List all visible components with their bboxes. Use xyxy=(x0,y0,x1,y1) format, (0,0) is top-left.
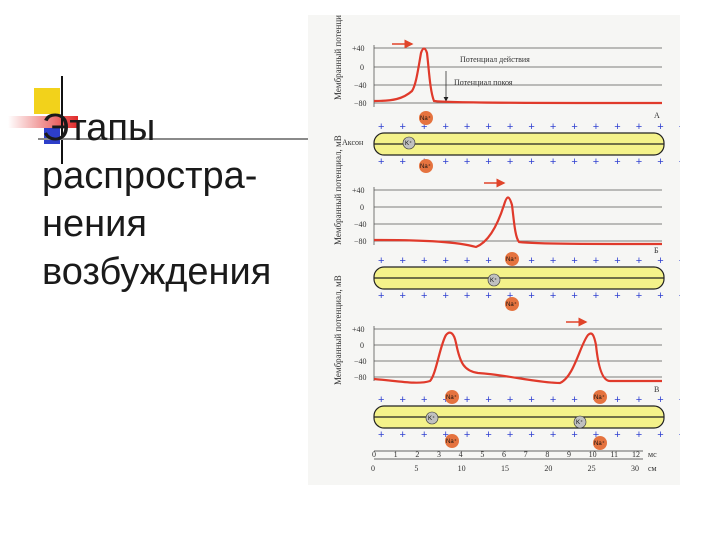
time-tick-label: 1 xyxy=(394,450,398,459)
tick-b-minus80: −80 xyxy=(354,237,367,246)
title-line-2: распростра- xyxy=(42,155,258,197)
tick-c-minus40: −40 xyxy=(354,357,367,366)
distance-tick-label: 20 xyxy=(544,464,552,473)
time-tick-label: 4 xyxy=(459,450,463,459)
distance-tick-label: 25 xyxy=(588,464,596,473)
svg-text:+ + + + + + + + + + + + + + +: + + + + + + + + + + + + + + + + + + + + … xyxy=(378,394,680,406)
bullet-line-horizontal xyxy=(38,138,310,140)
distance-unit: см xyxy=(648,464,657,473)
potential-curve-c xyxy=(373,331,662,385)
na-ion-c2-top xyxy=(593,390,607,404)
tick-c-0: 0 xyxy=(360,341,364,350)
k-ion-c2 xyxy=(573,415,587,429)
distance-tick-label: 15 xyxy=(501,464,509,473)
bottom-axes: 0 1 2 3 4 5 6 7 8 9 10 11 12 0 5 10 15 20 25 30 мс см xyxy=(371,450,657,473)
na-ion-b-bottom xyxy=(505,297,519,311)
y-axis-label-a: Мембранный потенциал, мВ xyxy=(333,15,343,100)
k-label-a: K⁺ xyxy=(405,140,412,147)
potential-curve-a xyxy=(373,47,663,105)
na-label-c2-bottom: Na⁺ xyxy=(594,440,605,447)
distance-tick-label: 10 xyxy=(458,464,466,473)
potential-curve-b xyxy=(373,196,663,249)
tick-b-0: 0 xyxy=(360,203,364,212)
k-ion-a xyxy=(402,136,416,150)
panel-letter-c: В xyxy=(654,385,659,394)
tick-c-minus80: −80 xyxy=(354,373,367,382)
tick-a-minus80: −80 xyxy=(354,99,367,108)
time-tick-label: 9 xyxy=(567,450,571,459)
time-tick-label: 3 xyxy=(437,450,441,459)
na-label-b-bottom: Na⁺ xyxy=(506,301,517,308)
time-tick-label: 2 xyxy=(415,450,419,459)
slide-title: Этапы распростра- нения возбуждения xyxy=(42,104,271,296)
na-ion-c1-bottom xyxy=(445,434,459,448)
time-tick-label: 7 xyxy=(524,450,528,459)
title-line-1: Этапы xyxy=(42,107,156,149)
na-label-a-top: Na⁺ xyxy=(420,115,431,122)
na-label-b-top: Na⁺ xyxy=(506,256,517,263)
figure-svg: Мембранный потенциал, мВ +40 0 −40 −80 П… xyxy=(333,0,720,473)
svg-text:+ + + + + + + + + + + + + + +: + + + + + + + + + + + + + + + + + + + + … xyxy=(378,290,680,302)
time-unit: мс xyxy=(648,450,657,459)
tick-a-plus40: +40 xyxy=(352,44,365,53)
na-label-a-bottom: Na⁺ xyxy=(420,163,431,170)
time-tick-label: 11 xyxy=(610,450,618,459)
legend-action-potential: Потенциал действия xyxy=(460,55,530,64)
chart-frame-c xyxy=(373,326,662,381)
tick-a-minus40: −40 xyxy=(354,81,367,90)
k-label-b: K⁺ xyxy=(490,277,497,284)
k-label-c1: K⁺ xyxy=(428,415,435,422)
y-axis-label-c: Мембранный потенциал, мВ xyxy=(333,275,343,385)
svg-text:+ + + + + + + + + + + + + + +: + + + + + + + + + + + + + + + + + + + + … xyxy=(378,121,680,133)
panel-letter-a: А xyxy=(654,111,660,120)
tick-b-minus40: −40 xyxy=(354,220,367,229)
panel-c: Мембранный потенциал, мВ +40 0 −40 −80 В… xyxy=(333,275,720,450)
na-ion-c2-bottom xyxy=(593,436,607,450)
bullet-bar-red xyxy=(8,116,78,128)
time-tick-label: 0 xyxy=(372,450,376,459)
time-tick-label: 8 xyxy=(545,450,549,459)
distance-tick-label: 0 xyxy=(371,464,375,473)
panel-a: Мембранный потенциал, мВ +40 0 −40 −80 П… xyxy=(333,0,720,173)
y-axis-label-b: Мембранный потенциал, мВ xyxy=(333,135,343,245)
time-tick-label: 5 xyxy=(480,450,484,459)
bullet-square-blue xyxy=(44,128,60,144)
time-tick-label: 12 xyxy=(632,450,640,459)
action-potential-figure: Мембранный потенциал, мВ +40 0 −40 −80 П… xyxy=(308,0,720,485)
title-line-4: возбуждения xyxy=(42,251,272,293)
na-ion-a-top xyxy=(419,111,433,125)
na-ion-a-bottom xyxy=(419,159,433,173)
svg-text:+ + + + + + + + + + + + + + +: + + + + + + + + + + + + + + + + + + + + … xyxy=(378,429,680,441)
chart-frame-b xyxy=(373,187,662,245)
tick-a-0: 0 xyxy=(360,63,364,72)
k-ion-b xyxy=(487,273,501,287)
na-label-c1-bottom: Na⁺ xyxy=(446,438,457,445)
bullet-line-vertical xyxy=(61,76,63,164)
time-tick-label: 6 xyxy=(502,450,506,459)
distance-tick-label: 30 xyxy=(631,464,639,473)
tick-c-plus40: +40 xyxy=(352,325,365,334)
distance-tick-label: 5 xyxy=(414,464,418,473)
na-ion-c1-top xyxy=(445,390,459,404)
panel-b: Мембранный потенциал, мВ +40 0 −40 −80 Б… xyxy=(333,135,720,311)
na-ion-b-top xyxy=(505,252,519,266)
svg-text:+ + + + + + + + + + + + + + +: + + + + + + + + + + + + + + + + + + + + … xyxy=(378,156,680,168)
k-ion-c1 xyxy=(425,411,439,425)
legend-rest-potential: Потенциал покоя xyxy=(454,78,513,87)
na-label-c2-top: Na⁺ xyxy=(594,394,605,401)
panel-letter-b: Б xyxy=(654,246,659,255)
k-label-c2: K⁺ xyxy=(576,419,583,426)
title-line-3: нения xyxy=(42,203,147,245)
time-tick-label: 10 xyxy=(589,450,597,459)
bullet-square-yellow xyxy=(34,88,60,114)
tick-b-plus40: +40 xyxy=(352,186,365,195)
na-label-c1-top: Na⁺ xyxy=(446,394,457,401)
svg-text:+ + + + + + + + + + + + + + +: + + + + + + + + + + + + + + + + + + + + … xyxy=(378,255,680,267)
axon-label: Аксон xyxy=(342,138,364,147)
